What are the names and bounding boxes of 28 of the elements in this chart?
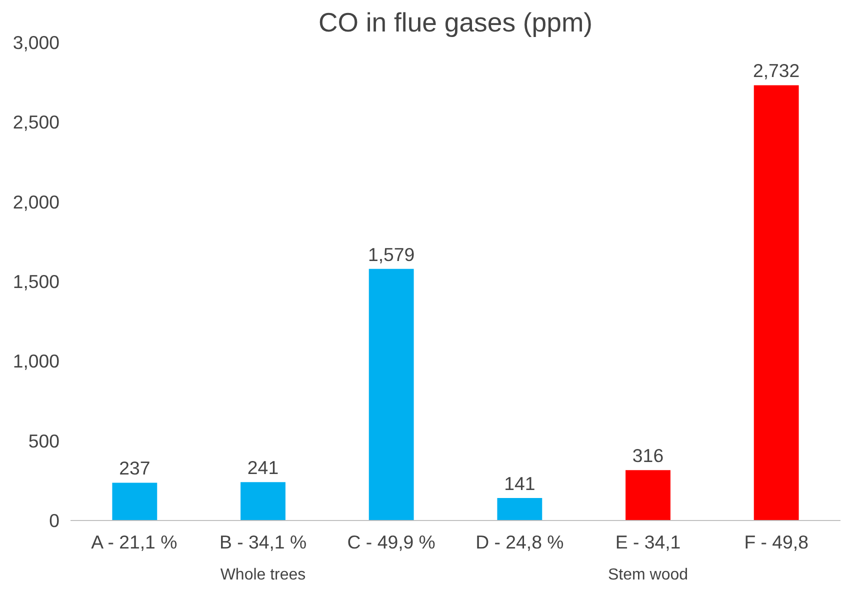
text: Stem wood [608, 566, 688, 584]
x-tick-label: A - 21,1 % [91, 532, 178, 552]
chart-title: CO in flue gases (ppm) [318, 8, 593, 38]
text: Whole trees [220, 566, 306, 584]
y-tick-label: 1,500 [12, 271, 60, 292]
x-tick-label: F - 49,8 [744, 532, 808, 552]
y-tick-label: 2,500 [12, 112, 60, 133]
y-tick-label: 0 [49, 510, 60, 531]
data-label: 1,579 [368, 244, 415, 265]
data-label: 316 [632, 445, 664, 466]
bar [112, 482, 158, 520]
data-label: 241 [247, 457, 279, 478]
data-label: 2,732 [752, 60, 800, 82]
x-tick-label: C - 49,9 % [347, 532, 436, 552]
y-tick-label: 3,000 [12, 32, 60, 53]
x-tick-label: B - 34,1 % [219, 532, 307, 552]
y-tick-label: 2,000 [12, 191, 60, 212]
x-tick-label: D - 24,8 % [476, 532, 564, 552]
data-label: 141 [504, 473, 536, 494]
bar [626, 470, 670, 520]
bar [497, 498, 542, 520]
bar [368, 268, 414, 520]
bar [754, 85, 799, 520]
y-tick-label: 1,000 [12, 350, 60, 372]
bar [240, 482, 286, 520]
x-tick-label: E - 34,1 [615, 532, 681, 552]
y-tick-label: 500 [28, 430, 60, 452]
data-label: 237 [119, 458, 150, 479]
